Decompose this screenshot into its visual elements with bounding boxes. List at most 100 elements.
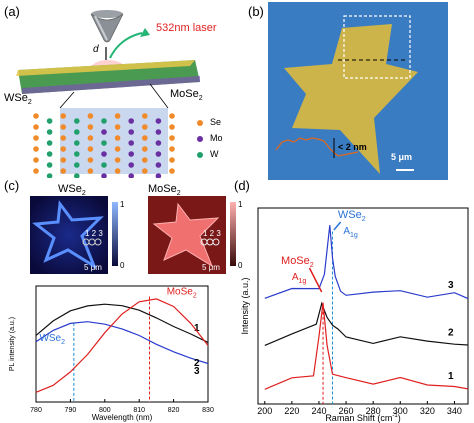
atom <box>46 118 53 124</box>
legend-se-dot <box>197 120 203 126</box>
right-material-label: MoSe2 <box>170 88 203 103</box>
x-tick-label: 790 <box>65 407 77 414</box>
afm-image <box>268 2 448 180</box>
atom <box>128 129 134 135</box>
atom <box>169 124 175 130</box>
atom <box>101 173 107 178</box>
atom <box>155 162 162 168</box>
atom <box>60 124 66 130</box>
afm-scale-label: 5 μm <box>391 152 413 162</box>
atom <box>74 129 80 135</box>
atom <box>33 168 39 174</box>
atom <box>128 151 134 157</box>
x-tick-label: 810 <box>133 407 145 414</box>
atom <box>169 168 175 174</box>
afm-tip-icon <box>90 10 124 43</box>
wse2-colorbar <box>112 202 118 266</box>
mose2-star <box>152 202 220 268</box>
series-label-3: 3 <box>448 280 454 291</box>
atom <box>128 140 134 146</box>
atom <box>74 140 80 146</box>
atom <box>87 124 94 130</box>
atom <box>33 157 39 163</box>
atom <box>169 146 175 152</box>
atom <box>101 162 107 168</box>
atom <box>74 118 80 124</box>
pl-maps <box>30 196 236 274</box>
zoom-box <box>343 15 411 79</box>
series-line-2 <box>35 321 209 365</box>
atom <box>74 151 80 157</box>
atom <box>60 146 66 152</box>
height-profile <box>275 137 359 157</box>
atom <box>114 157 121 163</box>
atom <box>87 146 94 152</box>
map-right-title: MoSe2 <box>148 183 181 198</box>
colorbar-right-top: 1 <box>238 200 243 209</box>
zoom-line-right <box>149 83 169 109</box>
atom <box>114 113 121 119</box>
x-tick-label: 800 <box>99 407 111 414</box>
atom <box>46 162 53 168</box>
distance-label: d <box>93 44 99 55</box>
legend-w-label: W <box>210 149 219 159</box>
plot-frame <box>257 207 469 405</box>
x-tick-label: 780 <box>30 407 42 414</box>
x-tick-label: 340 <box>447 406 462 416</box>
x-axis-label: Raman Shift (cm-1) <box>325 413 400 423</box>
x-tick-label: 300 <box>393 406 408 416</box>
atom <box>128 118 134 124</box>
series-label-2: 2 <box>448 327 454 338</box>
atom <box>33 113 39 119</box>
plot-frame <box>35 285 209 403</box>
atom <box>46 151 53 157</box>
atom-lattice <box>33 113 175 178</box>
atom <box>101 129 107 135</box>
atom <box>33 124 39 130</box>
x-tick-label: 240 <box>311 406 326 416</box>
atom <box>142 157 148 163</box>
series-label-2: 2 <box>194 358 200 369</box>
pl-spectrum-chart: 780 790 800 810 820 830 1 23 Wavelength (nm) PL i… <box>9 285 214 422</box>
map-right-scale: 5 μm <box>202 263 220 272</box>
atom <box>60 135 66 141</box>
annotation-mose2-mode: A1g <box>292 272 307 285</box>
series-line-3 <box>35 298 209 393</box>
atom <box>87 135 94 141</box>
atom <box>87 157 94 163</box>
legend-mo-dot <box>197 136 203 142</box>
x-axis-label: Wavelength (nm) <box>92 413 153 422</box>
wse2-star-edge <box>32 200 104 270</box>
x-tick-label: 220 <box>284 406 299 416</box>
atom <box>142 135 148 141</box>
atom <box>46 129 53 135</box>
colorbar-left-top: 1 <box>120 200 125 209</box>
panel-label-a: (a) <box>4 4 20 19</box>
atom <box>33 146 39 152</box>
laser-label: 532nm laser <box>156 22 217 34</box>
atomic-layer <box>16 60 200 94</box>
atom <box>169 157 175 163</box>
y-axis-label: PL intensity (a.u.) <box>9 317 16 371</box>
series-label-1: 1 <box>194 323 200 334</box>
atom <box>101 118 107 124</box>
atom <box>155 151 162 157</box>
map-left-points: 1 2 3 <box>85 229 103 238</box>
annotation-mose2: MoSe2 <box>281 255 314 269</box>
wse2-map <box>30 196 108 274</box>
atom <box>155 118 162 124</box>
x-tick-label: 830 <box>202 407 214 414</box>
atom <box>128 162 134 168</box>
colorbar-left-bottom: 0 <box>120 261 125 270</box>
atom <box>142 113 148 119</box>
atom <box>142 168 148 174</box>
colorbar-right-bottom: 0 <box>238 261 243 270</box>
annotation-mose2-arrow <box>308 267 323 293</box>
series-label-1: 1 <box>448 371 454 382</box>
atom <box>46 140 53 146</box>
x-tick-label: 280 <box>366 406 381 416</box>
measurement-points <box>82 238 220 246</box>
atom <box>60 157 66 163</box>
series-line-3 <box>264 225 469 300</box>
y-axis-label: Intensity (a.u.) <box>240 277 250 334</box>
